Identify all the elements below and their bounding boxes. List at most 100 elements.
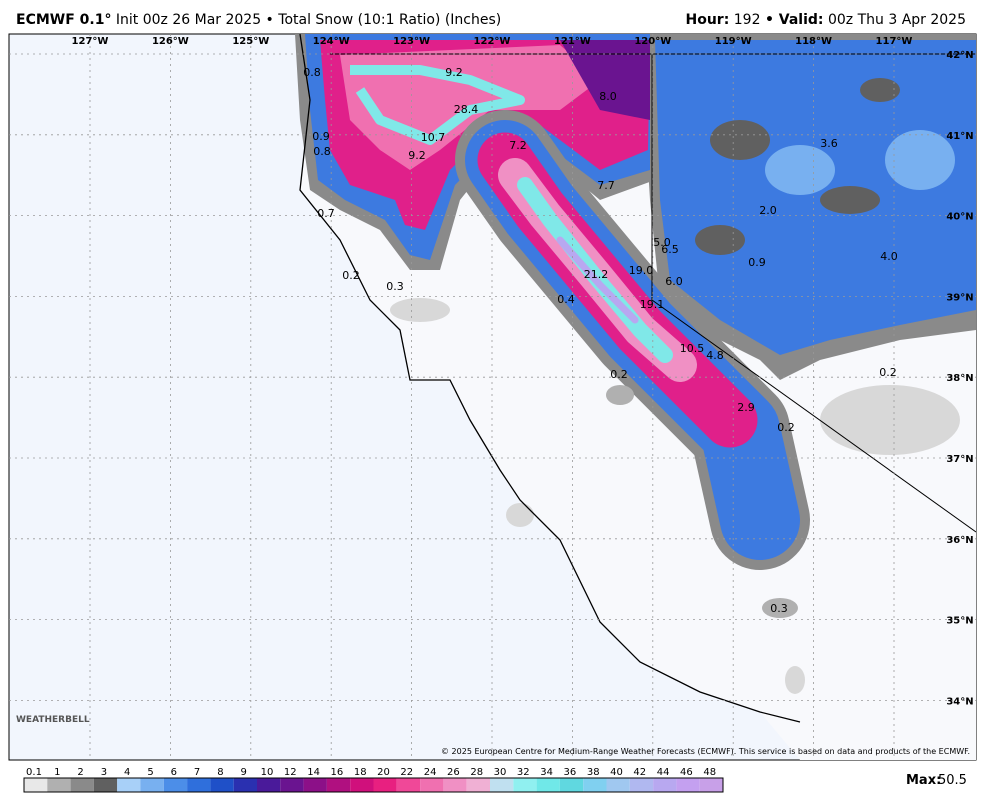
snow-amount: 21.2 [584,268,609,281]
hour: 192 [733,12,761,28]
snow-amount: 0.2 [777,421,795,434]
colorbar-tick-label: 36 [564,767,577,778]
model: ECMWF 0.1° [16,12,112,28]
latitude-label: 41°N [946,131,973,142]
colorbar-swatch [24,778,48,792]
logo: WEATHERBELL [16,715,90,725]
colorbar-tick-label: 22 [400,767,413,778]
colorbar-swatch [117,778,141,792]
colorbar-swatch [420,778,444,792]
colorbar-swatch [629,778,654,792]
snow-amount: 28.4 [454,103,479,116]
snow-amount: 0.8 [303,66,321,79]
colorbar-tick-label: 8 [217,767,223,778]
colorbar-tick-label: 20 [377,767,390,778]
colorbar-tick-label: 14 [307,767,320,778]
colorbar-tick-label: 18 [354,767,367,778]
colorbar-swatch [606,778,630,792]
longitude-label: 122°W [474,36,511,47]
colorbar-tick-label: 12 [284,767,297,778]
snow-amount: 5.0 [653,236,671,249]
copyright: © 2025 European Centre for Medium-Range … [441,747,970,756]
snow-amount: 3.6 [820,137,838,150]
colorbar-tick-label: 7 [194,767,200,778]
longitude-label: 125°W [232,36,269,47]
snow-amount: 0.3 [386,280,404,293]
valid-label: • Valid: [764,12,824,28]
colorbar-tick-label: 3 [101,767,107,778]
snow-amount: 2.0 [759,204,777,217]
colorbar-swatch [373,778,397,792]
colorbar-tick-label: 16 [331,767,344,778]
snow-amount: 19.0 [629,264,654,277]
snow-amount: 10.5 [680,342,705,355]
latitude-label: 38°N [946,373,973,384]
header-right: Hour: 192 • Valid: 00z Thu 3 Apr 2025 [686,12,967,28]
colorbar-swatch [443,778,467,792]
colorbar-swatch [536,778,560,792]
longitude-label: 127°W [72,36,109,47]
snow-amount: 9.2 [408,149,426,162]
latitude-label: 35°N [946,616,973,627]
colorbar-tick-label: 30 [494,767,507,778]
longitude-label: 118°W [795,36,832,47]
colorbar-swatch [140,778,164,792]
colorbar-tick-label: 4 [124,767,130,778]
longitude-label: 123°W [393,36,430,47]
colorbar-tick-label: 42 [633,767,646,778]
colorbar-tick-label: 40 [610,767,623,778]
colorbar-swatch [47,778,71,792]
colorbar-swatch [280,778,304,792]
snow-amount: 4.8 [706,349,724,362]
snow-amount: 8.0 [599,90,617,103]
latitude-label: 37°N [946,454,973,465]
colorbar-swatch [396,778,421,792]
snow-amount: 6.5 [661,243,679,256]
snow-field [295,34,976,760]
colorbar-tick-label: 0.1 [26,767,42,778]
colorbar-tick-label: 46 [680,767,693,778]
colorbar-swatch [93,778,118,792]
colorbar-swatch [257,778,281,792]
colorbar-swatch [559,778,584,792]
snow-amount: 0.9 [748,256,766,269]
longitude-label: 124°W [313,36,350,47]
colorbar-swatch [210,778,234,792]
colorbar-tick-label: 6 [171,767,177,778]
colorbar-tick-label: 1 [54,767,60,778]
snow-amount: 0.7 [317,207,335,220]
colorbar-tick-label: 38 [587,767,600,778]
latitude-label: 40°N [946,212,973,223]
longitude-label: 121°W [554,36,591,47]
colorbar-tick-label: 44 [657,767,670,778]
colorbar-swatch [676,778,700,792]
colorbar-swatch [163,778,188,792]
colorbar-tick-label: 48 [703,767,716,778]
snow-amount: 0.2 [610,368,628,381]
colorbar-swatch [187,778,211,792]
labels: 127°W 126°W 125°W 124°W 123°W 122°W 121°W 120°W… [72,36,974,707]
max-value: 50.5 [938,773,967,788]
colorbar-swatch [70,778,94,792]
description: Init 00z 26 Mar 2025 • Total Snow (10:1 … [115,12,502,28]
colorbar-tick-label: 24 [424,767,437,778]
latitude-label: 34°N [946,696,973,707]
colorbar-tick-label: 5 [147,767,153,778]
colorbar-tick-label: 2 [77,767,83,778]
colorbar-tick-label: 32 [517,767,530,778]
colorbar-tick-label: 26 [447,767,460,778]
colorbar-swatch [326,778,351,792]
longitude-label: 120°W [634,36,671,47]
snow-amount: 6.0 [665,275,683,288]
colorbar-swatch [699,778,723,792]
longitude-label: 119°W [715,36,752,47]
colorbar-swatch [350,778,374,792]
latitude-label: 39°N [946,292,973,303]
colorbar: 0.1 1 2 3 4 5 6 7 8 9 10 12 14 16 18 20 22 24 26 28 30 32 34 36… [23,767,724,793]
snow-amount: 0.9 [312,130,330,143]
snow-amount: 0.2 [879,366,897,379]
longitude-label: 126°W [152,36,189,47]
snow-amount: 9.2 [445,66,463,79]
